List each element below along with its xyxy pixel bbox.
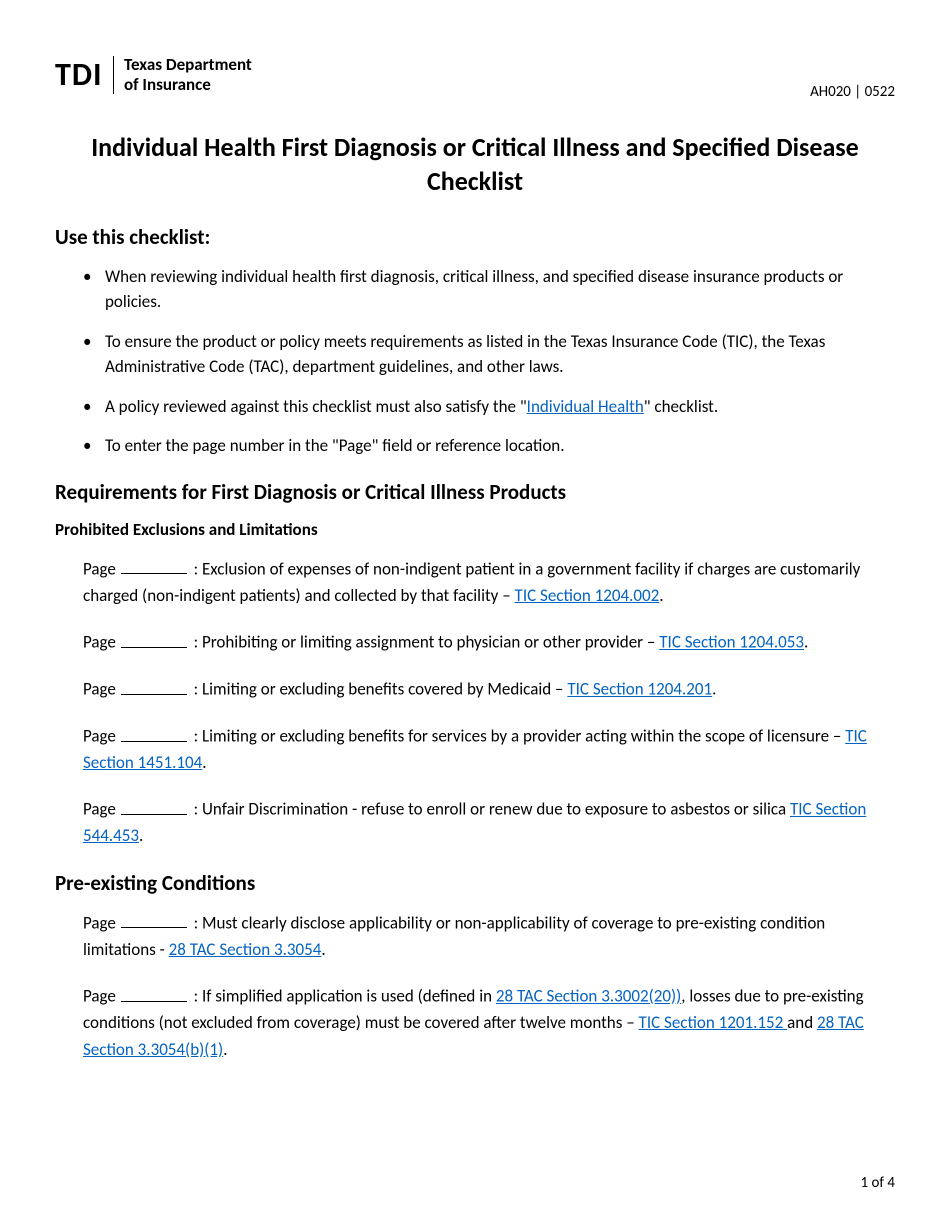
page-label: Page [83, 558, 116, 579]
page-input[interactable] [121, 723, 187, 742]
page-label: Page [83, 679, 116, 700]
item-text: : Prohibiting or limiting assignment to … [190, 632, 660, 653]
bullet-text: To ensure the product or policy meets re… [105, 331, 825, 378]
item-text-tail: . [712, 679, 716, 700]
header-row: TDI Texas Department of Insurance AH020 … [55, 55, 895, 101]
logo-acronym: TDI [55, 55, 103, 94]
item-text: : Limiting or excluding benefits for ser… [190, 726, 845, 747]
section-requirements-heading: Requirements for First Diagnosis or Crit… [55, 479, 895, 505]
page-input[interactable] [121, 629, 187, 648]
item-text-tail: . [202, 752, 206, 773]
page-title: Individual Health First Diagnosis or Cri… [55, 131, 895, 199]
bullet-text: A policy reviewed against this checklist… [105, 396, 527, 417]
page-input[interactable] [121, 910, 187, 929]
individual-health-link[interactable]: Individual Health [527, 396, 644, 417]
item-text: : Limiting or excluding benefits covered… [190, 679, 568, 700]
tic-link[interactable]: TIC Section 1204.002 [515, 585, 660, 606]
page-input[interactable] [121, 676, 187, 695]
item-text-tail: . [139, 825, 143, 846]
checklist-item: Page : Limiting or excluding benefits co… [55, 676, 895, 703]
item-text: : If simplified application is used (def… [190, 986, 496, 1007]
item-text-tail: . [321, 939, 325, 960]
page-label: Page [83, 799, 116, 820]
item-text-and: and [787, 1012, 817, 1033]
checklist-item: Page : Must clearly disclose applicabili… [55, 910, 895, 963]
dept-line1: Texas Department [124, 54, 252, 75]
tic-link[interactable]: TIC Section 1204.053 [659, 632, 804, 653]
tac-link[interactable]: 28 TAC Section 3.3002(20)) [496, 986, 681, 1007]
checklist-item: Page : If simplified application is used… [55, 983, 895, 1063]
page-label: Page [83, 632, 116, 653]
item-text-tail: . [659, 585, 663, 606]
item-text: : Unfair Discrimination - refuse to enro… [190, 799, 790, 820]
section-use-checklist-heading: Use this checklist: [55, 224, 895, 250]
page-label: Page [83, 726, 116, 747]
tic-link[interactable]: TIC Section 1204.201 [567, 679, 712, 700]
list-item: To enter the page number in the "Page" f… [105, 433, 895, 459]
item-text-tail: . [804, 632, 808, 653]
tic-link[interactable]: TIC Section 1201.152 [639, 1012, 788, 1033]
tac-link[interactable]: 28 TAC Section 3.3054 [169, 939, 322, 960]
item-text-tail: . [223, 1039, 227, 1060]
bullet-text: To enter the page number in the "Page" f… [105, 435, 565, 456]
checklist-item: Page : Exclusion of expenses of non-indi… [55, 556, 895, 609]
checklist-item: Page : Unfair Discrimination - refuse to… [55, 796, 895, 849]
page-number: 1 of 4 [861, 1174, 895, 1192]
page-label: Page [83, 912, 116, 933]
item-text: : Exclusion of expenses of non-indigent … [83, 558, 860, 605]
page-input[interactable] [121, 556, 187, 575]
list-item: When reviewing individual health first d… [105, 264, 895, 315]
checklist-item: Page : Prohibiting or limiting assignmen… [55, 629, 895, 656]
form-code: AH020 | 0522 [810, 55, 895, 101]
list-item: A policy reviewed against this checklist… [105, 394, 895, 420]
logo-block: TDI Texas Department of Insurance [55, 55, 252, 94]
page-label: Page [83, 986, 116, 1007]
bullet-text-tail: " checklist. [644, 396, 718, 417]
use-checklist-list: When reviewing individual health first d… [55, 264, 895, 459]
checklist-item: Page : Limiting or excluding benefits fo… [55, 723, 895, 776]
department-name: Texas Department of Insurance [124, 55, 252, 94]
subsection-prohibited-heading: Prohibited Exclusions and Limitations [55, 519, 895, 540]
section-preexisting-heading: Pre-existing Conditions [55, 870, 895, 896]
page-input[interactable] [121, 796, 187, 815]
dept-line2: of Insurance [124, 74, 211, 95]
list-item: To ensure the product or policy meets re… [105, 329, 895, 380]
page-input[interactable] [121, 983, 187, 1002]
logo-divider-icon [113, 56, 115, 94]
bullet-text: When reviewing individual health first d… [105, 266, 843, 313]
